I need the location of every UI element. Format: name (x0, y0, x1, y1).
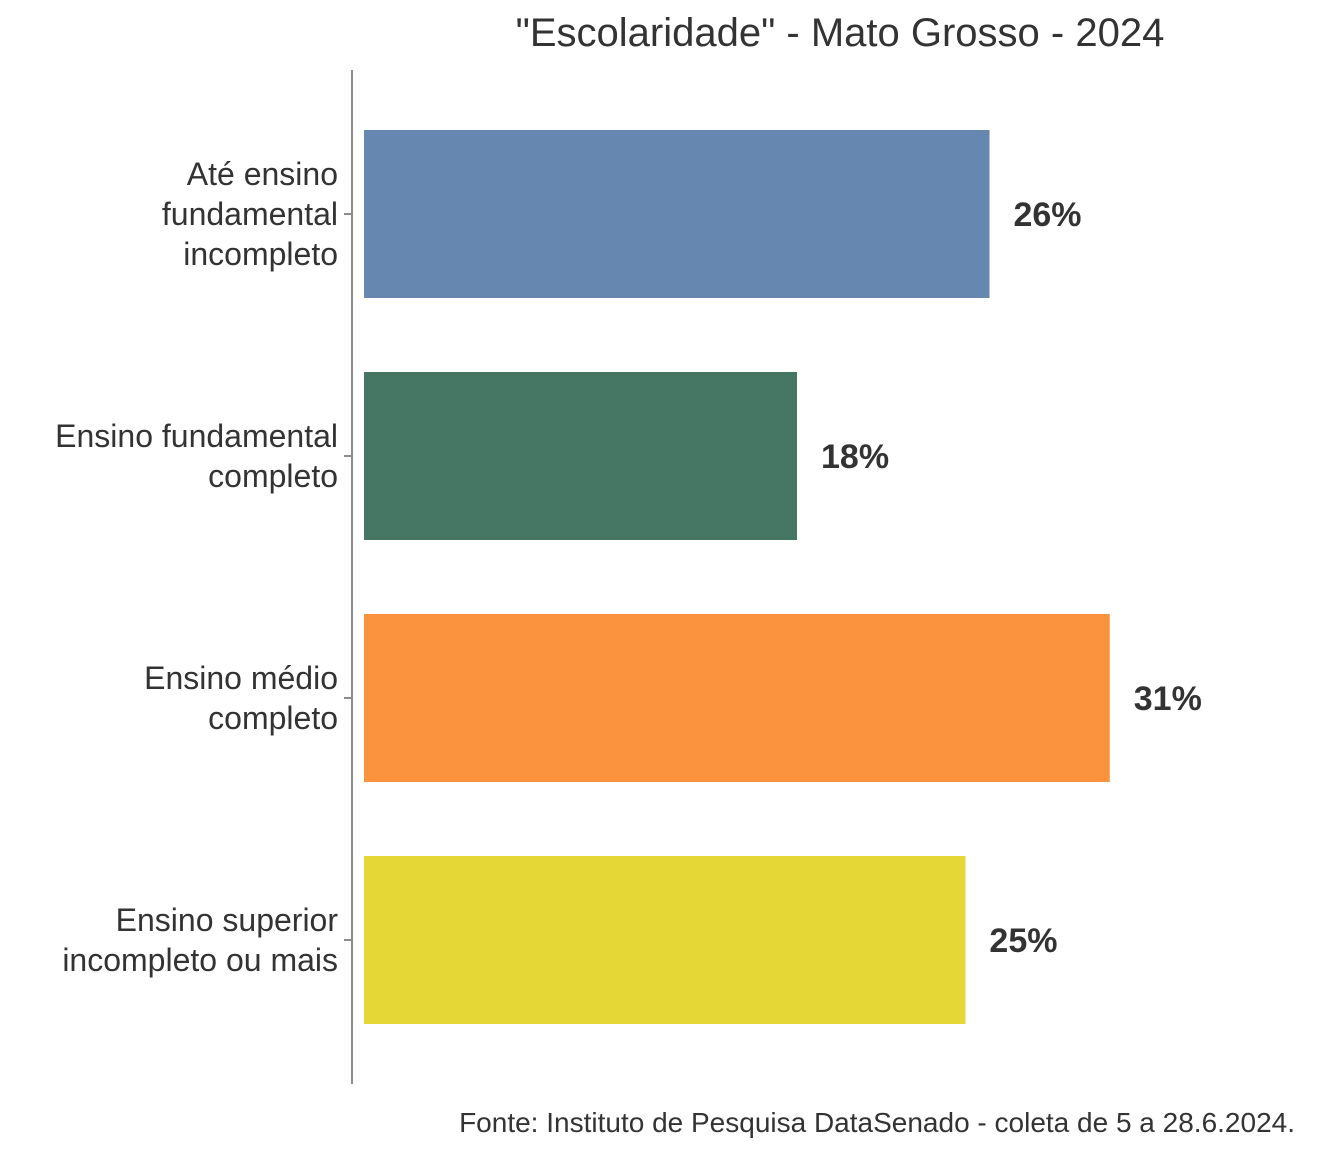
category-label-3: Ensino médio completo (144, 660, 338, 736)
category-label-1: Até ensino fundamental incompleto (162, 156, 338, 272)
value-label-1: 26% (1013, 196, 1081, 234)
category-label-2: Ensino fundamental completo (55, 418, 338, 494)
bars-group: 26% Até ensino fundamental incompleto 18% Ens… (55, 130, 1202, 1024)
bar-3 (364, 614, 1110, 782)
bar-1 (364, 130, 990, 298)
source-note: Fonte: Instituto de Pesquisa DataSenado … (459, 1107, 1295, 1138)
bar-2 (364, 372, 798, 540)
value-label-2: 18% (821, 438, 889, 476)
chart-title: "Escolaridade" - Mato Grosso - 2024 (516, 11, 1165, 55)
value-label-4: 25% (989, 922, 1057, 960)
value-label-3: 31% (1134, 680, 1202, 718)
bar-4 (364, 856, 966, 1024)
category-label-4: Ensino superior incompleto ou mais (62, 902, 338, 978)
